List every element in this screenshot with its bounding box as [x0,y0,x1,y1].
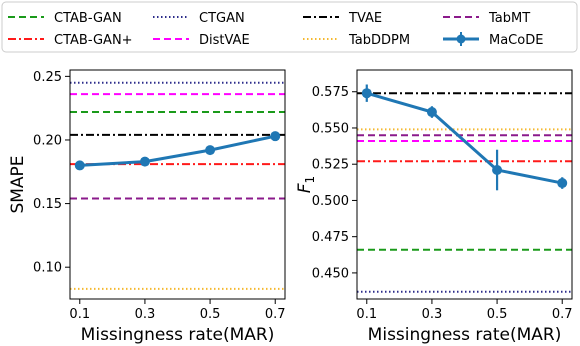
data-point [492,165,503,176]
legend-label-ctab-gan+: CTAB-GAN+ [54,33,133,48]
f1-panel: 0.1 0.3 0.5 0.7 0.450 0.475 0.500 0.525 0.550 0.5… [295,69,573,345]
series-line-macode [366,91,563,185]
series-line-macode [79,134,276,167]
y-axis-label-main: F [295,183,315,193]
x-tick-label: 0.3 [135,307,156,322]
legend-label-distvae: DistVAE [199,33,250,48]
y-tick-label: 0.475 [312,230,349,245]
smape-panel: 0.1 0.3 0.5 0.7 0.10 0.15 0.20 0.25 Missingness … [8,69,286,345]
y-axis-label: F1 [295,176,317,193]
y-tick-label: 0.525 [312,158,349,173]
data-point [74,160,85,171]
axes-frame [69,69,286,300]
y-axis-label-subscript: 1 [303,176,317,184]
legend-label-macode: MaCoDE [489,33,543,48]
legend-label-tvae: TVAE [348,11,382,26]
data-point [426,107,437,118]
data-point [205,145,216,156]
y-tick-label: 0.15 [33,197,62,212]
y-tick-label: 0.550 [312,121,349,136]
legend-frame [1,1,578,53]
axes-frame [356,69,573,300]
y-tick-label: 0.500 [312,194,349,209]
y-tick-label: 0.10 [33,261,62,276]
data-point [361,88,372,99]
x-tick-label: 0.1 [69,307,90,322]
x-tick-label: 0.3 [422,307,443,322]
y-tick-label: 0.575 [312,85,349,100]
x-tick-label: 0.1 [356,307,377,322]
legend-label-tabddpm: TabDDPM [348,33,410,48]
data-point [557,178,568,189]
legend-label-ctgan: CTGAN [199,11,245,26]
legend: CTAB-GAN CTAB-GAN+ CTGAN DistVAE TVAE TabDDPM… [1,1,578,53]
data-point [270,131,281,142]
y-axis-label: SMAPE [8,155,28,213]
legend-marker-macode [456,34,466,44]
y-tick-label: 0.20 [33,133,62,148]
y-tick-label: 0.25 [33,70,62,85]
x-tick-label: 0.7 [552,307,573,322]
x-tick-label: 0.7 [265,307,286,322]
legend-label-ctab-gan: CTAB-GAN [54,11,122,26]
y-tick-label: 0.450 [312,266,349,281]
legend-label-tabmt: TabMT [488,11,530,26]
x-axis-label: Missingness rate(MAR) [81,325,275,345]
x-axis-label: Missingness rate(MAR) [368,325,562,345]
x-tick-label: 0.5 [487,307,508,322]
x-tick-label: 0.5 [200,307,221,322]
data-point [139,156,150,167]
